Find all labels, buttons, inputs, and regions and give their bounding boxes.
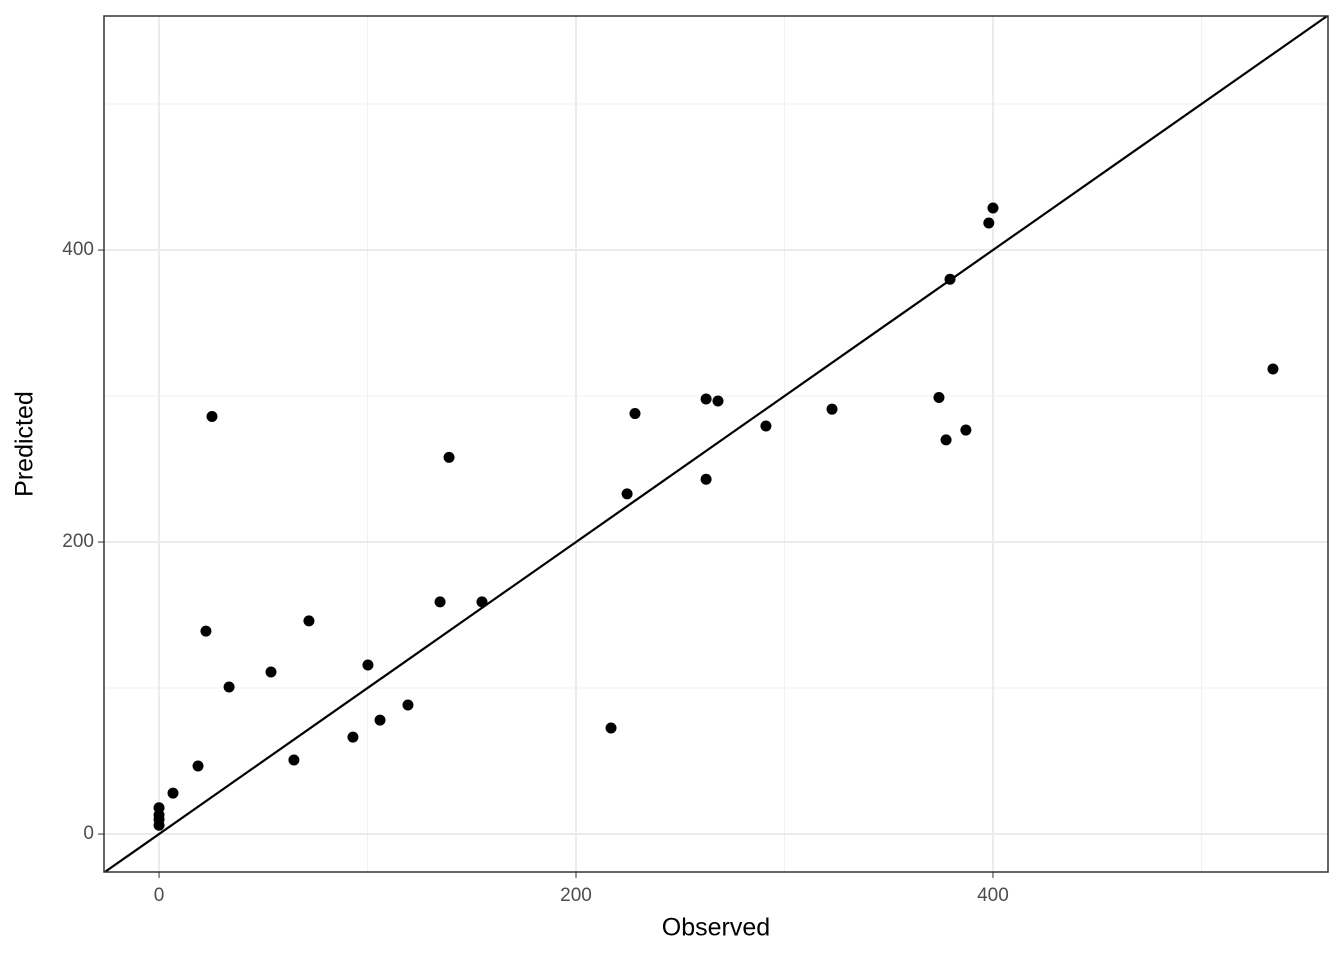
point <box>1267 363 1279 375</box>
point <box>288 754 300 766</box>
x-tick-label: 400 <box>977 885 1009 906</box>
identity-line <box>104 15 1328 873</box>
point <box>303 615 315 627</box>
point <box>443 451 455 463</box>
point <box>983 217 995 229</box>
point <box>700 473 712 485</box>
y-tick-label: 200 <box>62 531 94 552</box>
point <box>153 819 165 831</box>
point <box>167 787 179 799</box>
point <box>200 625 212 637</box>
point <box>987 202 999 214</box>
point <box>933 391 945 403</box>
x-axis-title: Observed <box>662 914 770 942</box>
point <box>402 699 414 711</box>
point <box>605 722 617 734</box>
y-tick-label: 400 <box>62 239 94 260</box>
point <box>476 596 488 608</box>
panel-border <box>103 15 1329 873</box>
point <box>940 434 952 446</box>
y-axis-title: Predicted <box>11 391 39 497</box>
point <box>347 731 359 743</box>
point <box>760 420 772 432</box>
point <box>434 596 446 608</box>
x-tick-label: 0 <box>154 885 165 906</box>
point <box>621 488 633 500</box>
point <box>629 408 641 420</box>
point <box>223 681 235 693</box>
point <box>712 395 724 407</box>
point <box>700 393 712 405</box>
point <box>362 659 374 671</box>
point <box>826 403 838 415</box>
point <box>960 424 972 436</box>
point <box>374 714 386 726</box>
point <box>265 666 277 678</box>
y-tick-label: 0 <box>83 823 94 844</box>
point <box>192 760 204 772</box>
point <box>944 273 956 285</box>
point <box>206 410 218 422</box>
x-tick-label: 200 <box>560 885 592 906</box>
